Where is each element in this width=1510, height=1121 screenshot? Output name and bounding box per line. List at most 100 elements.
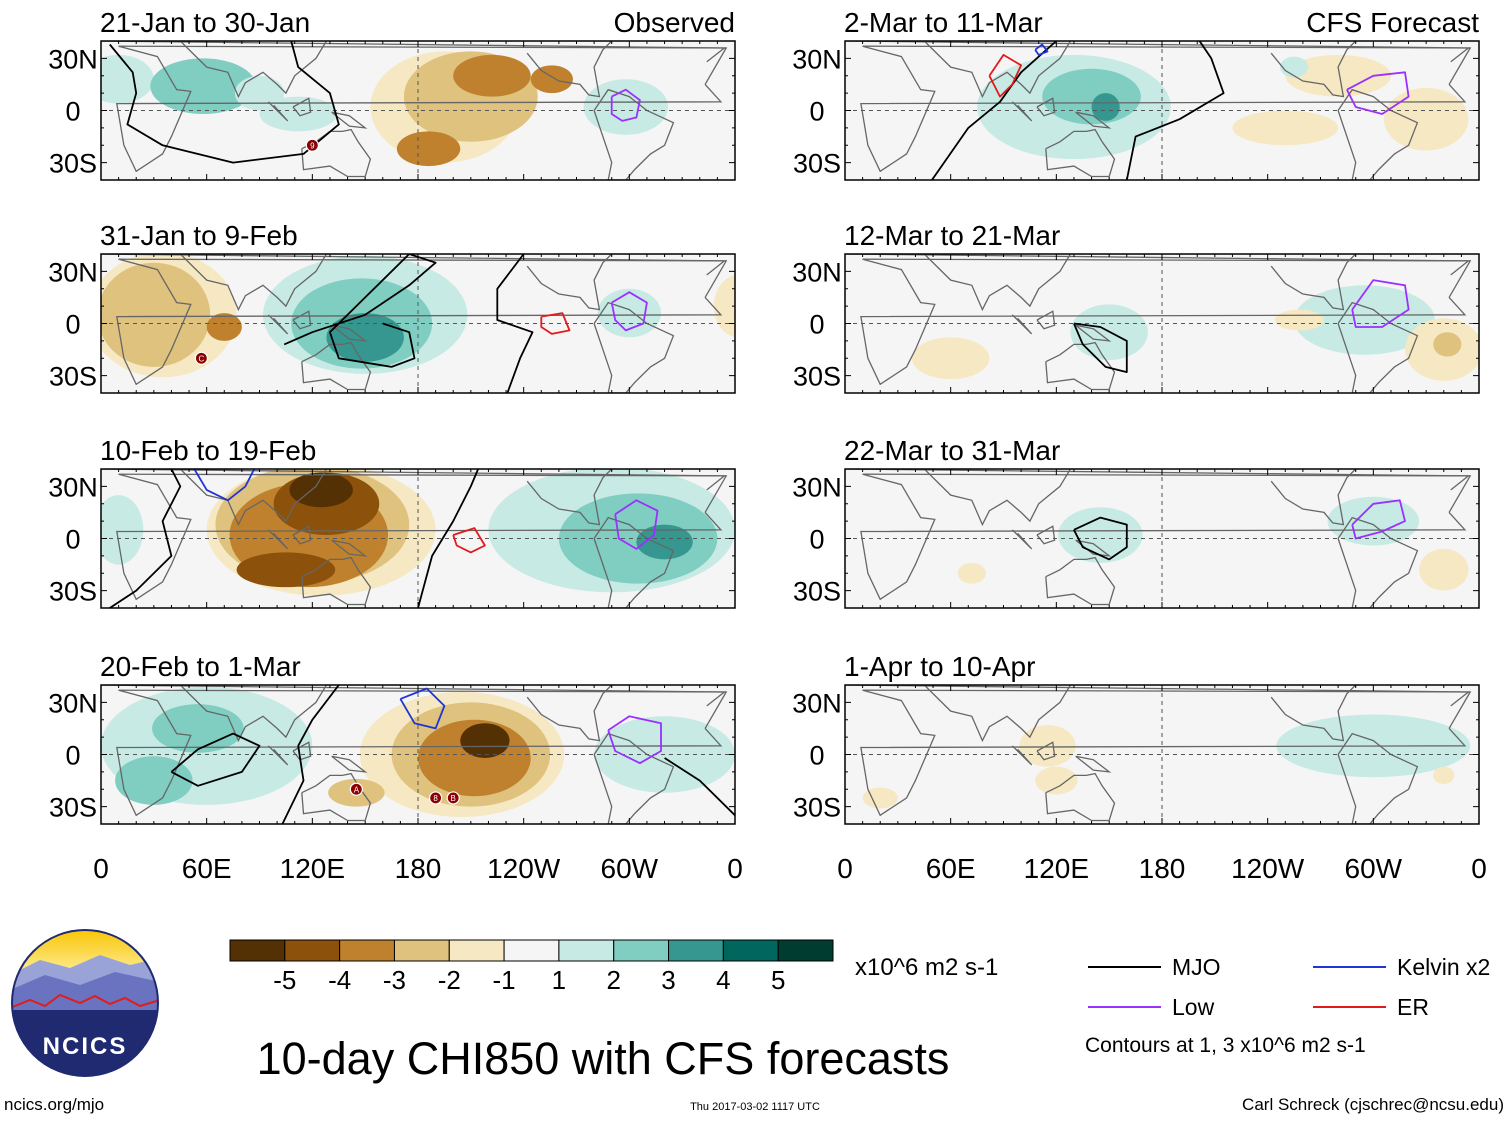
colorbar: -5 -4 -3 -2 -1 1 2 3 4 5 x10^6 m2 s-1 bbox=[229, 939, 998, 995]
coastline bbox=[1270, 254, 1357, 311]
colorbar-tick-label: 2 bbox=[606, 965, 620, 995]
coastline bbox=[116, 258, 728, 386]
colorbar-tick-label: 5 bbox=[771, 965, 785, 995]
y-tick-label: 30S bbox=[793, 149, 841, 179]
y-tick-label: 0 bbox=[809, 97, 824, 127]
footer-credit: Carl Schreck (cjschrec@ncsu.edu) bbox=[1242, 1095, 1504, 1114]
anomaly-region bbox=[1091, 93, 1120, 121]
legend-label: ER bbox=[1397, 994, 1429, 1020]
coastline bbox=[1045, 128, 1116, 178]
y-tick-label: 0 bbox=[809, 310, 824, 340]
coastline bbox=[1337, 88, 1419, 180]
x-tick-label: 180 bbox=[1139, 853, 1186, 884]
panel-period-label: 1-Apr to 10-Apr bbox=[844, 651, 1035, 682]
coastline bbox=[593, 301, 675, 393]
anomaly-region bbox=[1042, 68, 1141, 125]
panels-layer: 9 30N 0 30S 21-Jan to 30-Jan Observed C 30N 0 30S… bbox=[48, 7, 1480, 825]
coastline bbox=[101, 469, 727, 491]
contour-low bbox=[607, 715, 662, 765]
coastline bbox=[1075, 755, 1112, 773]
x-tick-label: 60E bbox=[182, 853, 232, 884]
coastline bbox=[593, 732, 675, 824]
coastline bbox=[526, 685, 613, 742]
storm-marker: 8 bbox=[429, 791, 443, 805]
coastline bbox=[1045, 556, 1116, 606]
x-tick-label: 120E bbox=[280, 853, 345, 884]
anomaly-region bbox=[1433, 332, 1462, 357]
contour-mjo bbox=[496, 254, 534, 393]
contour-low bbox=[1346, 71, 1410, 115]
footer-timestamp: Thu 2017-03-02 1117 UTC bbox=[690, 1101, 820, 1113]
contour-mjo bbox=[1125, 41, 1225, 180]
contour-er bbox=[988, 54, 1022, 98]
panel-period-label: 12-Mar to 21-Mar bbox=[844, 220, 1060, 251]
coastline bbox=[860, 473, 1472, 601]
coastline bbox=[908, 685, 1071, 743]
coastline bbox=[101, 254, 727, 276]
coastline bbox=[301, 772, 372, 822]
anomaly-region bbox=[152, 704, 244, 753]
coastline bbox=[101, 41, 727, 63]
colorbar-tick-label: 3 bbox=[661, 965, 675, 995]
coastline bbox=[1270, 41, 1357, 98]
coastline bbox=[331, 755, 368, 773]
coastline bbox=[1337, 301, 1419, 393]
storm-marker: 9 bbox=[305, 138, 319, 152]
storm-marker-label: B bbox=[451, 794, 456, 803]
contour-legend: MJO Kelvin x2 Low ER Contours at 1, 3 x10^6 … bbox=[1085, 954, 1490, 1057]
colorbar-swatch bbox=[722, 939, 779, 962]
legend-label: MJO bbox=[1172, 954, 1221, 980]
coastline bbox=[526, 254, 613, 311]
coastline bbox=[301, 341, 372, 391]
contour-low bbox=[610, 88, 641, 122]
contour-low bbox=[610, 291, 648, 332]
storm-marker: C bbox=[194, 351, 208, 365]
x-axis-labels: 0 60E 120E 180 120W 60W 0 0 60E 120E 180 120W 60W 0 bbox=[93, 853, 1487, 884]
anomaly-region bbox=[326, 313, 404, 362]
ncics-logo: NCICS bbox=[11, 929, 159, 1077]
colorbar-tick-label: -4 bbox=[328, 965, 351, 995]
anomaly-region bbox=[1058, 507, 1143, 563]
footer-url[interactable]: ncics.org/mjo bbox=[4, 1095, 104, 1114]
logo-text: NCICS bbox=[43, 1033, 128, 1060]
contour-mjo bbox=[281, 685, 340, 824]
anomaly-region bbox=[1294, 285, 1435, 355]
contour-mjo bbox=[1073, 516, 1128, 561]
contour-er bbox=[452, 527, 486, 554]
coastline bbox=[1270, 469, 1357, 526]
coastline bbox=[526, 469, 613, 526]
coastline bbox=[1036, 310, 1056, 330]
anomaly-region bbox=[530, 65, 573, 94]
anomaly-region bbox=[1279, 56, 1309, 78]
contour-kelvin-x2 bbox=[399, 687, 446, 730]
coastline bbox=[593, 88, 675, 180]
colorbar-tick-label: 1 bbox=[552, 965, 566, 995]
x-tick-label: 60W bbox=[1345, 853, 1403, 884]
y-tick-label: 0 bbox=[809, 525, 824, 555]
y-tick-label: 0 bbox=[809, 741, 824, 771]
panel-period-label: 21-Jan to 30-Jan bbox=[100, 7, 310, 38]
storm-marker: B bbox=[446, 791, 460, 805]
y-tick-label: 30N bbox=[48, 44, 98, 74]
y-tick-label: 30S bbox=[793, 577, 841, 607]
panel-fcst-1: 30N 0 30S 2-Mar to 11-Mar CFS Forecast bbox=[792, 7, 1480, 181]
figure-title: 10-day CHI850 with CFS forecasts bbox=[257, 1033, 950, 1084]
panel-period-label: 22-Mar to 31-Mar bbox=[844, 435, 1060, 466]
coastline bbox=[1036, 525, 1056, 545]
panel-period-label: 2-Mar to 11-Mar bbox=[844, 7, 1043, 38]
colorbar-swatch bbox=[339, 939, 395, 962]
anomaly-region bbox=[1419, 548, 1469, 591]
anomaly-region bbox=[289, 472, 353, 508]
coastline bbox=[164, 685, 327, 743]
x-tick-label: 120W bbox=[1231, 853, 1305, 884]
anomaly-region bbox=[583, 79, 669, 135]
colorbar-swatch bbox=[229, 939, 286, 962]
coastline bbox=[116, 689, 728, 817]
column-source-label: Observed bbox=[614, 7, 735, 38]
colorbar-units: x10^6 m2 s-1 bbox=[855, 954, 998, 981]
coastline bbox=[116, 473, 728, 601]
coastline bbox=[1036, 741, 1056, 761]
anomaly-region bbox=[862, 787, 898, 809]
coastline bbox=[116, 45, 728, 173]
x-tick-label: 0 bbox=[727, 853, 743, 884]
